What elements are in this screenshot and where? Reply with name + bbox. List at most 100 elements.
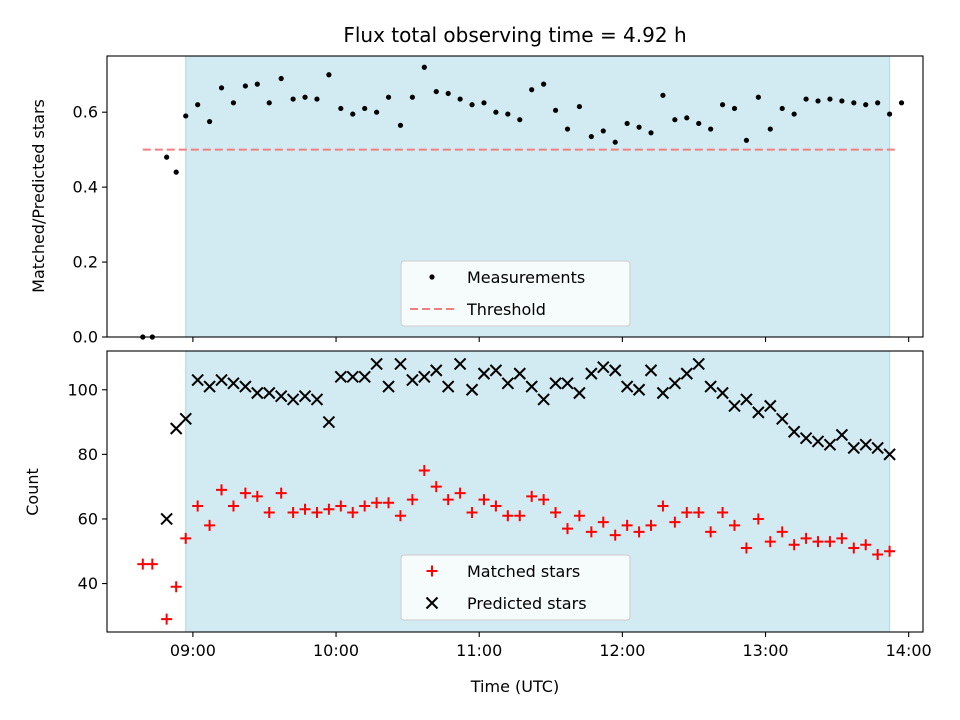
measurement-point xyxy=(362,105,368,112)
measurement-point xyxy=(397,122,404,128)
measurement-point xyxy=(374,109,380,115)
measurement-point xyxy=(218,85,225,91)
x-tick-label: 14:00 xyxy=(886,641,932,660)
measurement-point xyxy=(886,111,893,117)
predicted-star-point xyxy=(585,367,598,380)
chart-title: Flux total observing time = 4.92 h xyxy=(343,23,686,47)
predicted-star-point xyxy=(322,415,336,429)
predicted-star-point xyxy=(609,364,622,377)
matched-star-point xyxy=(239,487,251,499)
matched-star-point xyxy=(872,548,884,560)
y-tick-label: 0.4 xyxy=(73,178,98,197)
x-tick-label: 11:00 xyxy=(456,641,502,660)
matched-star-point xyxy=(170,581,182,593)
measurement-point xyxy=(350,111,356,117)
measurement-point xyxy=(493,109,499,115)
legend-label: Predicted stars xyxy=(467,594,587,613)
measurement-point xyxy=(445,90,451,97)
measurement-point xyxy=(541,81,547,87)
measurement-point xyxy=(863,102,869,108)
predicted-star-point xyxy=(847,441,861,455)
y-tick-label: 60 xyxy=(78,509,98,528)
bottom-y-axis-label: Count xyxy=(23,468,42,516)
measurement-point xyxy=(230,100,237,106)
measurement-point xyxy=(469,102,475,108)
predicted-star-point xyxy=(370,357,383,371)
measurement-point xyxy=(564,126,571,132)
matched-star-point xyxy=(418,465,430,477)
predicted-star-point xyxy=(704,380,717,393)
measurement-point xyxy=(164,154,170,160)
matched-star-point xyxy=(812,536,824,548)
matched-star-point xyxy=(860,539,872,551)
matched-star-point xyxy=(383,497,395,509)
measurement-point xyxy=(183,113,189,119)
matched-star-point xyxy=(204,519,216,531)
predicted-star-point xyxy=(561,377,574,390)
legend-marker-dot xyxy=(429,274,435,280)
measurement-point xyxy=(767,126,773,132)
matched-star-point xyxy=(645,519,657,531)
matched-star-point xyxy=(800,532,812,544)
axes-frame xyxy=(106,350,924,633)
measurement-point xyxy=(326,72,332,78)
matched-star-point xyxy=(561,523,573,535)
top-y-axis-label: Matched/Predicted stars xyxy=(29,99,48,293)
legend: Measurements Threshold xyxy=(400,260,631,327)
measurement-point xyxy=(457,96,463,102)
measurement-point xyxy=(173,169,179,175)
predicted-star-point xyxy=(680,367,693,380)
matched-star-point xyxy=(251,490,263,502)
measurement-point xyxy=(314,96,320,102)
measurement-point xyxy=(195,102,201,108)
predicted-star-point xyxy=(179,412,192,426)
predicted-star-point xyxy=(358,370,371,384)
measurement-point xyxy=(254,81,260,87)
predicted-star-point xyxy=(859,438,872,451)
measurement-point xyxy=(815,98,821,104)
measurement-point xyxy=(743,137,750,143)
predicted-star-point xyxy=(227,377,240,390)
predicted-star-point xyxy=(620,380,634,393)
matched-star-point xyxy=(585,526,597,538)
x-tick-label: 10:00 xyxy=(313,641,359,660)
predicted-star-point xyxy=(811,435,825,448)
measurement-point xyxy=(385,94,392,100)
measurement-point xyxy=(719,102,726,108)
predicted-star-point xyxy=(477,367,491,380)
matched-star-point xyxy=(146,558,158,570)
measurement-point xyxy=(505,111,511,117)
bottom-panel-counts: 40 60 80 100 09:00 10:00 11:00 12:00 13:00 14:00 M… xyxy=(67,350,932,660)
matched-star-point xyxy=(335,500,347,512)
predicted-star-point xyxy=(883,448,896,461)
matched-star-point xyxy=(657,500,669,512)
matched-star-point xyxy=(394,510,406,522)
x-tick-label: 12:00 xyxy=(599,641,645,660)
matched-star-point xyxy=(371,497,383,509)
matched-star-point xyxy=(478,494,490,506)
predicted-star-point xyxy=(394,357,407,371)
matched-star-point xyxy=(275,487,287,499)
matched-star-point xyxy=(490,500,502,512)
top-panel-ratio: 0.0 0.2 0.4 0.6 Measurements Threshold xyxy=(73,55,924,347)
matched-star-point xyxy=(752,513,764,525)
measurement-point xyxy=(803,96,809,102)
predicted-star-point xyxy=(871,441,884,455)
legend-box xyxy=(400,554,631,621)
matched-star-point xyxy=(466,506,478,518)
measurement-point xyxy=(290,96,296,102)
measurement-point xyxy=(517,117,523,123)
matched-star-point xyxy=(526,490,538,502)
matched-star-point xyxy=(729,519,741,531)
matched-star-point xyxy=(693,506,705,518)
predicted-star-point xyxy=(501,377,515,390)
predicted-star-point xyxy=(692,357,705,371)
measurement-point xyxy=(242,83,248,89)
predicted-star-point xyxy=(169,422,183,435)
measurement-point xyxy=(552,107,559,113)
measurement-point xyxy=(875,100,881,106)
measurement-point xyxy=(648,130,654,136)
measurement-point xyxy=(409,94,416,100)
matched-star-point xyxy=(227,500,239,512)
